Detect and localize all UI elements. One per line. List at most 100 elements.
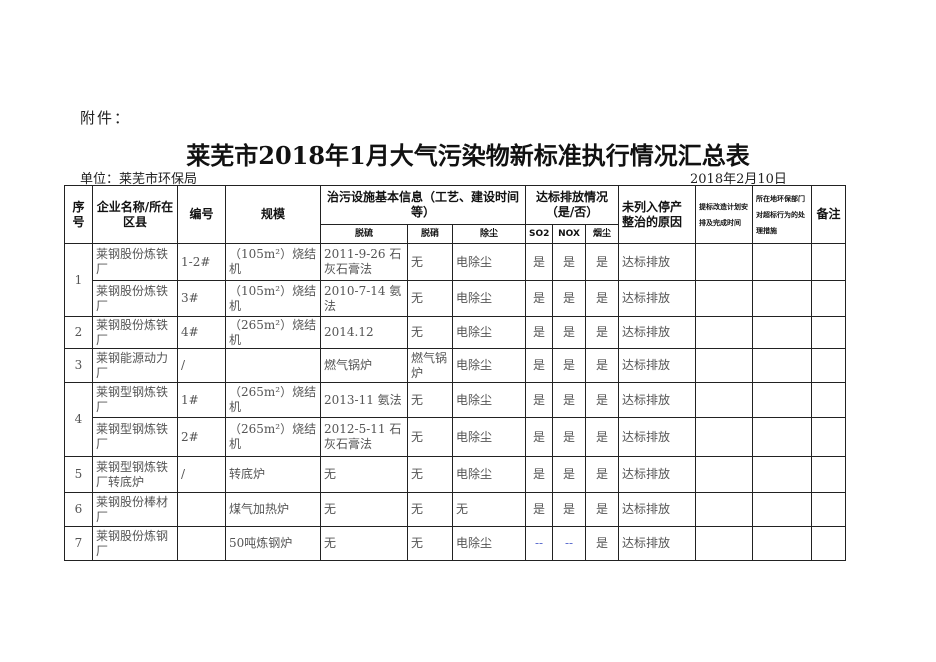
cell-seq: 6: [64, 492, 93, 527]
table-row: 1 莱钢股份炼铁厂 1-2# （105m²）烧结机 2011-9-26 石灰石膏法无电除…: [64, 243, 847, 317]
cell-measures: [752, 280, 813, 317]
date-label: 2018年2月10日: [690, 172, 787, 187]
cell-seq: 2: [64, 316, 93, 349]
cell-desulf: 2012-5-11 石灰石膏法: [320, 417, 408, 457]
cell-plan: [695, 492, 754, 527]
cell-measures: [752, 316, 813, 349]
cell-denitr: 无: [407, 492, 453, 527]
header-smoke: 烟尘: [585, 224, 620, 244]
cell-scale: （265m²）烧结机: [225, 417, 321, 457]
cell-measures: [752, 417, 813, 457]
cell-company: 莱钢股份棒材厂: [92, 492, 178, 527]
cell-remark: [811, 382, 847, 418]
cell-dust: 电除尘: [451, 456, 527, 493]
cell-plan: [695, 417, 754, 457]
cell-scale: 50吨炼钢炉: [225, 526, 321, 561]
cell-remark: [811, 456, 847, 493]
cell-reason: 达标排放: [618, 417, 697, 457]
cell-nox: 是: [552, 456, 587, 493]
cell-code: /: [177, 456, 226, 493]
cell-company: 莱钢股份炼铁厂: [92, 243, 178, 281]
cell-so2: --: [525, 526, 554, 561]
header-measures: 所在地环保部门对超标行为的处理措施: [752, 185, 813, 244]
cell-scale: （265m²）烧结机: [225, 382, 321, 418]
cell-plan: [695, 526, 754, 561]
cell-reason: 达标排放: [618, 492, 697, 527]
cell-seq: 7: [64, 526, 93, 561]
cell-dust: 电除尘: [451, 382, 527, 418]
cell-desulf: 无: [320, 526, 408, 561]
summary-table: 序号 企业名称/所在区县 编号 规模 治污设施基本信息（工艺、建设时间等） 达标…: [64, 185, 847, 561]
cell-measures: [752, 382, 813, 418]
cell-remark: [811, 348, 847, 383]
cell-seq: 1: [64, 243, 93, 317]
cell-nox: 是: [552, 382, 587, 418]
cell-plan: [695, 316, 754, 349]
cell-so2: 是: [525, 316, 554, 349]
cell-remark: [811, 243, 847, 281]
cell-desulf: 燃气锅炉: [320, 348, 408, 383]
cell-reason: 达标排放: [618, 348, 697, 383]
cell-scale: （105m²）烧结机: [225, 243, 321, 281]
header-desulf: 脱硫: [320, 224, 408, 244]
cell-scale: （105m²）烧结机: [225, 280, 321, 317]
cell-company: 莱钢股份炼钢厂: [92, 526, 178, 561]
cell-measures: [752, 348, 813, 383]
cell-code: [177, 526, 226, 561]
cell-code: 1#: [177, 382, 226, 418]
cell-desulf: 2014.12: [320, 316, 408, 349]
cell-nox: 是: [552, 417, 587, 457]
cell-remark: [811, 280, 847, 317]
cell-smoke: 是: [585, 417, 620, 457]
header-dust: 除尘: [451, 224, 527, 244]
cell-nox: 是: [552, 280, 587, 317]
cell-dust: 电除尘: [451, 526, 527, 561]
cell-desulf: 无: [320, 456, 408, 493]
cell-reason: 达标排放: [618, 456, 697, 493]
cell-seq: 4: [64, 382, 93, 457]
cell-code: 1-2#: [177, 243, 226, 281]
cell-company: 莱钢股份炼铁厂: [92, 316, 178, 349]
table-row: 6 莱钢股份棒材厂 煤气加热炉无无无是是是达标排放: [64, 492, 847, 527]
cell-seq: 5: [64, 456, 93, 493]
header-denitr: 脱硝: [407, 224, 453, 244]
cell-remark: [811, 492, 847, 527]
cell-desulf: 2010-7-14 氨法: [320, 280, 408, 317]
cell-smoke: 是: [585, 243, 620, 281]
cell-code: 4#: [177, 316, 226, 349]
header-facility: 治污设施基本信息（工艺、建设时间等）: [319, 185, 527, 225]
cell-plan: [695, 382, 754, 418]
cell-so2: 是: [525, 417, 554, 457]
page-title: 莱芜市2018年1月大气污染物新标准执行情况汇总表: [186, 141, 750, 170]
cell-company: 莱钢型钢炼铁厂转底炉: [92, 456, 178, 493]
cell-dust: 无: [451, 492, 527, 527]
cell-measures: [752, 526, 813, 561]
cell-plan: [695, 280, 754, 317]
cell-nox: 是: [552, 492, 587, 527]
header-code: 编号: [177, 185, 226, 244]
cell-reason: 达标排放: [618, 280, 697, 317]
header-plan: 提标改造计划安排及完成时间: [695, 185, 754, 244]
cell-company: 莱钢能源动力厂: [92, 348, 178, 383]
cell-dust: 电除尘: [451, 348, 527, 383]
cell-smoke: 是: [585, 280, 620, 317]
cell-so2: 是: [525, 243, 554, 281]
table-row: 莱钢型钢炼铁厂 2# （265m²）烧结机 2012-5-11 石灰石膏法无电除尘是是…: [65, 417, 847, 457]
cell-denitr: 无: [407, 280, 453, 317]
cell-code: 3#: [177, 280, 226, 317]
cell-nox: 是: [552, 348, 587, 383]
header-reason: 未列入停产整治的原因: [618, 185, 697, 244]
header-compliance: 达标排放情况（是/否）: [525, 185, 620, 225]
cell-so2: 是: [525, 382, 554, 418]
table-row: 4 莱钢型钢炼铁厂 1# （265m²）烧结机 2013-11 氨法无电除尘是是是达标排…: [64, 382, 847, 457]
header-seq: 序号: [64, 185, 93, 244]
cell-code: [177, 492, 226, 527]
cell-code: /: [177, 348, 226, 383]
cell-smoke: 是: [585, 348, 620, 383]
cell-dust: 电除尘: [451, 243, 527, 281]
cell-dust: 电除尘: [451, 417, 527, 457]
cell-nox: --: [552, 526, 587, 561]
cell-denitr: 无: [407, 243, 453, 281]
cell-reason: 达标排放: [618, 526, 697, 561]
attachment-label: 附件：: [80, 109, 132, 127]
